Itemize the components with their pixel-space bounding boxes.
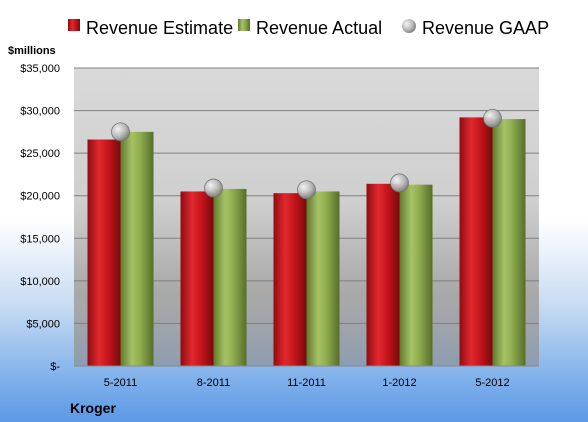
estimate-bar (180, 191, 214, 366)
legend-label-gaap: Revenue GAAP (422, 18, 549, 38)
estimate-bar (273, 193, 307, 366)
gaap-marker (111, 122, 130, 142)
legend: Revenue Estimate Revenue Actual Revenue … (68, 18, 549, 38)
x-tick-label: 5-2011 (104, 377, 137, 389)
actual-bar (120, 131, 154, 366)
x-tick-label: 11-2011 (287, 377, 326, 389)
actual-bar (306, 191, 340, 366)
actual-bar (492, 119, 526, 366)
actual-bar (399, 184, 433, 366)
y-tick-label: $25,000 (20, 148, 60, 160)
actual-bar (213, 188, 247, 366)
estimate-bar (366, 183, 400, 366)
y-tick-label: $5,000 (26, 318, 60, 330)
bars (87, 117, 526, 366)
gaap-marker (297, 180, 316, 200)
estimate-bar (87, 139, 121, 366)
company-label: Kroger (70, 400, 116, 416)
legend-swatch-gaap (402, 19, 416, 33)
x-tick-label: 5-2012 (475, 377, 509, 389)
y-axis-label: $millions (8, 45, 56, 57)
legend-item-gaap: Revenue GAAP (402, 18, 549, 38)
x-tick-label: 1-2012 (382, 377, 416, 389)
x-axis-ticks: 5-2011 8-2011 11-2011 1-2012 5-2012 (104, 377, 510, 389)
legend-swatch-estimate (68, 19, 80, 31)
y-axis-ticks: $- $5,000 $10,000 $15,000 $20,000 $25,000 $30,… (20, 63, 60, 373)
y-tick-label: $- (50, 361, 60, 373)
legend-label-actual: Revenue Actual (256, 18, 382, 38)
estimate-bar (459, 117, 493, 366)
legend-swatch-actual (238, 19, 250, 31)
x-tick-label: 8-2011 (197, 377, 230, 389)
legend-item-actual: Revenue Actual (238, 18, 382, 38)
legend-label-estimate: Revenue Estimate (86, 18, 233, 38)
y-tick-label: $20,000 (20, 191, 60, 203)
gaap-marker (204, 178, 223, 198)
y-tick-label: $30,000 (20, 106, 60, 118)
gaap-markers (111, 108, 502, 200)
y-tick-label: $35,000 (20, 63, 60, 75)
y-tick-label: $15,000 (20, 233, 60, 245)
gaap-marker (483, 108, 502, 128)
legend-item-estimate: Revenue Estimate (68, 18, 233, 38)
gaap-marker (390, 173, 409, 193)
y-tick-label: $10,000 (20, 276, 60, 288)
